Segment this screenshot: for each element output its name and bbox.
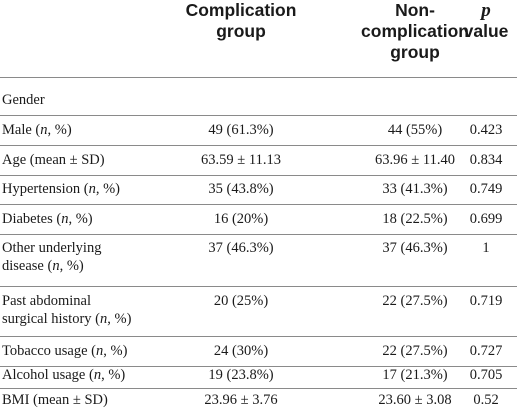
cell-p-value: 0.727 <box>469 343 503 359</box>
cell-non-complication: 17 (21.3%) <box>382 367 448 383</box>
cell-non-complication: 22 (27.5%) <box>382 343 448 359</box>
row-label-past-abdominal-surgical-history: Past abdominal surgical history (n, %) <box>2 293 132 327</box>
row-label-bmi: BMI (mean ± SD) <box>2 392 108 408</box>
cell-complication: 35 (43.8%) <box>208 181 274 197</box>
row-divider <box>0 175 517 176</box>
row-label-hypertension: Hypertension (n, %) <box>2 181 120 197</box>
row-label-male: Male (n, %) <box>2 122 72 138</box>
header-p-value: p value <box>456 0 516 42</box>
row-divider <box>0 366 517 367</box>
row-divider <box>0 234 517 235</box>
row-divider <box>0 204 517 205</box>
cell-p-value: 1 <box>482 240 490 256</box>
header-non-complication-group: Non- complication group <box>345 0 485 63</box>
row-label-diabetes: Diabetes (n, %) <box>2 211 93 227</box>
cell-non-complication: 63.96 ± 11.40 <box>375 152 455 168</box>
cell-non-complication: 37 (46.3%) <box>382 240 448 256</box>
cell-complication: 37 (46.3%) <box>208 240 274 256</box>
cell-p-value: 0.423 <box>469 122 503 138</box>
header-complication-group: Complication group <box>150 0 332 42</box>
cell-complication: 63.59 ± 11.13 <box>201 152 281 168</box>
header-line: group <box>390 42 440 62</box>
cell-p-value: 0.749 <box>469 181 503 197</box>
cell-complication: 23.96 ± 3.76 <box>204 392 278 408</box>
cell-p-value: 0.699 <box>469 211 503 227</box>
row-divider <box>0 336 517 337</box>
cell-complication: 20 (25%) <box>213 293 269 309</box>
header-line: value <box>463 21 509 41</box>
cell-complication: 16 (20%) <box>213 211 269 227</box>
row-divider <box>0 388 517 389</box>
cell-p-value: 0.705 <box>469 367 503 383</box>
row-label-tobacco-usage: Tobacco usage (n, %) <box>2 343 128 359</box>
cell-p-value: 0.52 <box>473 392 499 408</box>
header-line: complication <box>361 21 469 41</box>
row-label-gender: Gender <box>2 92 45 108</box>
row-divider <box>0 115 517 116</box>
row-divider <box>0 286 517 287</box>
cell-complication: 24 (30%) <box>213 343 269 359</box>
cell-non-complication: 22 (27.5%) <box>382 293 448 309</box>
header-line: Complication <box>185 0 297 20</box>
cell-p-value: 0.719 <box>469 293 503 309</box>
header-line: group <box>216 21 266 41</box>
cell-non-complication: 23.60 ± 3.08 <box>378 392 452 408</box>
cell-complication: 49 (61.3%) <box>208 122 274 138</box>
row-divider <box>0 145 517 146</box>
row-label-alcohol-usage: Alcohol usage (n, %) <box>2 367 126 383</box>
cell-p-value: 0.834 <box>469 152 503 168</box>
cell-complication: 19 (23.8%) <box>208 367 274 383</box>
cell-non-complication: 18 (22.5%) <box>382 211 448 227</box>
row-label-other-underlying-disease: Other underlying disease (n, %) <box>2 240 102 274</box>
header-rule <box>0 77 517 78</box>
header-line: Non- <box>395 0 435 20</box>
cell-non-complication: 44 (55%) <box>387 122 443 138</box>
row-label-age: Age (mean ± SD) <box>2 152 105 168</box>
header-p-symbol: p <box>481 0 491 21</box>
cell-non-complication: 33 (41.3%) <box>382 181 448 197</box>
